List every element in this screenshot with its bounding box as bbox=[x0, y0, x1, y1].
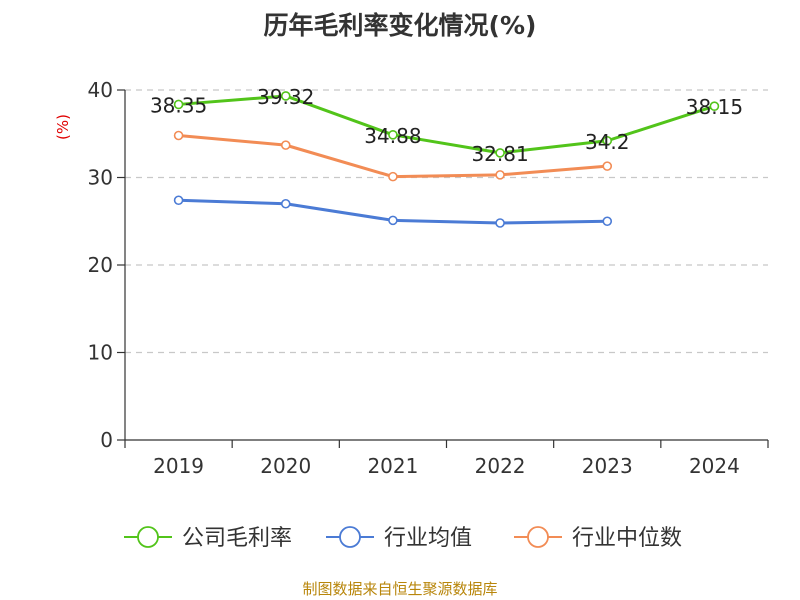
data-point bbox=[388, 130, 398, 140]
data-point bbox=[173, 195, 184, 206]
data-labels: 38.35 39.32 34.88 32.81 34.2 38.15 bbox=[150, 85, 743, 166]
data-point bbox=[495, 218, 505, 228]
legend-item[interactable]: 行业均值 bbox=[326, 526, 472, 551]
legend-marker-icon bbox=[527, 526, 549, 548]
x-tick-label: 2020 bbox=[260, 454, 311, 478]
x-tick-label: 2019 bbox=[153, 454, 204, 478]
grid-lines bbox=[125, 89, 768, 354]
data-label: 39.32 bbox=[257, 85, 314, 109]
data-label: 34.2 bbox=[585, 130, 630, 154]
data-point bbox=[173, 99, 184, 110]
y-tick-label: 40 bbox=[88, 78, 113, 102]
data-label: 38.15 bbox=[686, 95, 743, 119]
data-label: 38.35 bbox=[150, 93, 207, 117]
x-tick-label: 2021 bbox=[367, 454, 418, 478]
series-lines bbox=[173, 91, 720, 228]
y-tick-label: 20 bbox=[88, 253, 113, 277]
legend-marker-icon bbox=[137, 526, 159, 548]
data-label: 32.81 bbox=[471, 142, 528, 166]
x-tick-label: 2023 bbox=[582, 454, 633, 478]
series-line bbox=[178, 94, 715, 155]
x-tick-label: 2022 bbox=[475, 454, 526, 478]
data-point bbox=[388, 171, 398, 182]
x-tick-label: 2024 bbox=[689, 454, 740, 478]
axes: 0 10 20 30 40 2019 2020 2021 2022 2023 2024 bbox=[88, 78, 769, 478]
legend-label: 行业中位数 bbox=[572, 526, 682, 551]
data-point bbox=[173, 130, 184, 141]
data-point bbox=[602, 161, 613, 171]
data-point bbox=[495, 170, 505, 180]
data-point bbox=[495, 148, 505, 158]
data-label: 34.88 bbox=[364, 124, 421, 148]
y-tick-label: 30 bbox=[88, 166, 113, 190]
legend-label: 公司毛利率 bbox=[182, 526, 292, 551]
legend-label: 行业均值 bbox=[384, 526, 472, 551]
y-axis-unit-label: (%) bbox=[54, 114, 72, 140]
data-point bbox=[280, 198, 291, 209]
legend-item[interactable]: 行业中位数 bbox=[514, 526, 682, 551]
data-point bbox=[280, 91, 291, 101]
legend-marker-icon bbox=[339, 526, 361, 548]
data-point bbox=[709, 101, 720, 111]
source-note: 制图数据来自恒生聚源数据库 bbox=[302, 580, 498, 598]
legend-item[interactable]: 公司毛利率 bbox=[124, 526, 292, 551]
data-point bbox=[602, 135, 613, 146]
y-tick-label: 0 bbox=[100, 428, 113, 452]
data-point bbox=[602, 216, 613, 227]
y-tick-label: 10 bbox=[88, 341, 113, 365]
data-point bbox=[280, 140, 291, 150]
chart-title: 历年毛利率变化情况(%) bbox=[263, 11, 537, 40]
legend[interactable]: 公司毛利率 行业均值 行业中位数 bbox=[124, 526, 682, 551]
data-point bbox=[388, 215, 398, 226]
